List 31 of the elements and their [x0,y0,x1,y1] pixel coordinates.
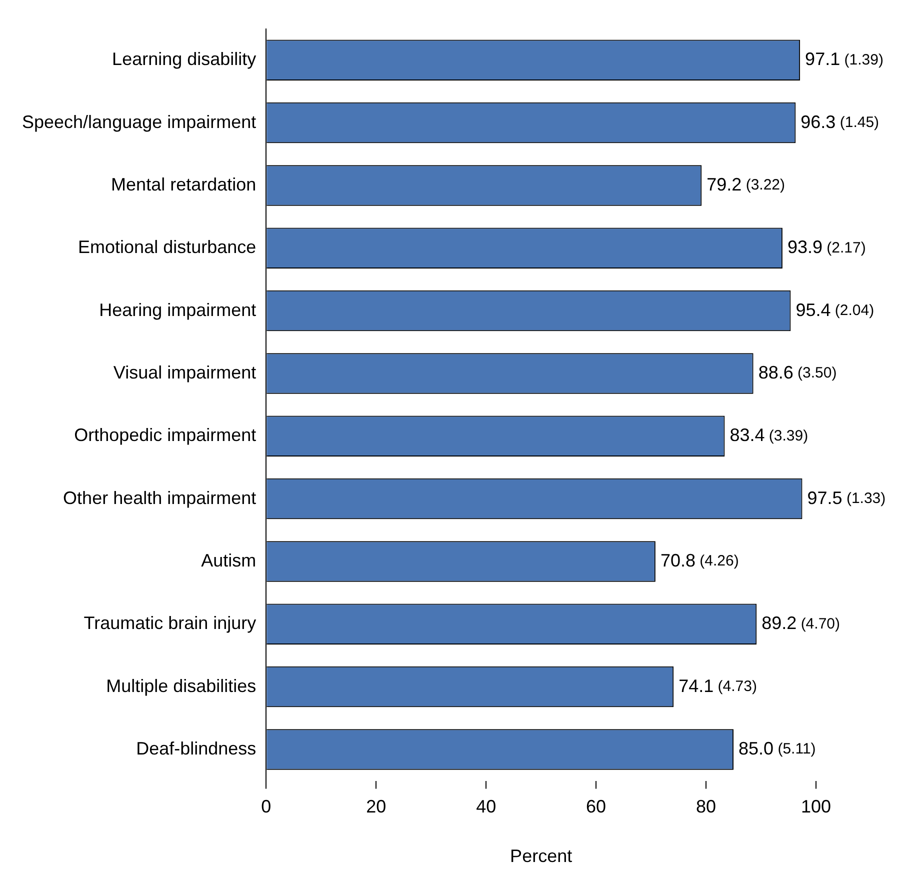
y-tick-label: Speech/language impairment [22,112,256,132]
y-tick-label: Mental retardation [111,174,256,194]
y-tick-label: Deaf-blindness [136,738,256,758]
data-label: 89.2 (4.70) [762,613,840,634]
data-label: 97.1 (1.39) [805,49,884,70]
data-label: 85.0 (5.11) [738,738,816,758]
data-label: 79.2 (3.22) [706,174,786,194]
x-axis-title: Percent [510,846,572,866]
x-tick-label: 20 [366,796,386,817]
x-tick-label: 40 [476,796,496,817]
y-tick-label: Hearing impairment [99,300,256,320]
y-tick-label: Visual impairment [113,362,256,382]
data-label: 88.6 (3.50) [758,362,837,382]
y-tick-label: Traumatic brain injury [84,613,256,634]
data-label: 96.3 (1.45) [800,112,880,132]
data-label: 93.9 (2.17) [787,237,866,258]
y-tick-label: Multiple disabilities [106,676,256,696]
data-label: 97.5 (1.33) [807,488,886,508]
x-tick-label: 60 [586,796,606,817]
y-tick-label: Emotional disturbance [78,237,256,258]
y-tick-label: Learning disability [112,49,256,70]
data-label: 83.4 (3.39) [730,425,808,446]
y-tick-label: Other health impairment [63,488,256,508]
data-label: 74.1 (4.73) [678,676,757,696]
y-tick-label: Orthopedic impairment [74,425,256,446]
y-tick-label: Autism [201,550,256,570]
x-tick-label: 0 [261,796,272,817]
x-tick-label: 100 [800,796,832,817]
data-label: 70.8 (4.26) [660,550,739,570]
data-label: 95.4 (2.04) [796,300,874,320]
x-tick-label: 80 [696,796,716,817]
